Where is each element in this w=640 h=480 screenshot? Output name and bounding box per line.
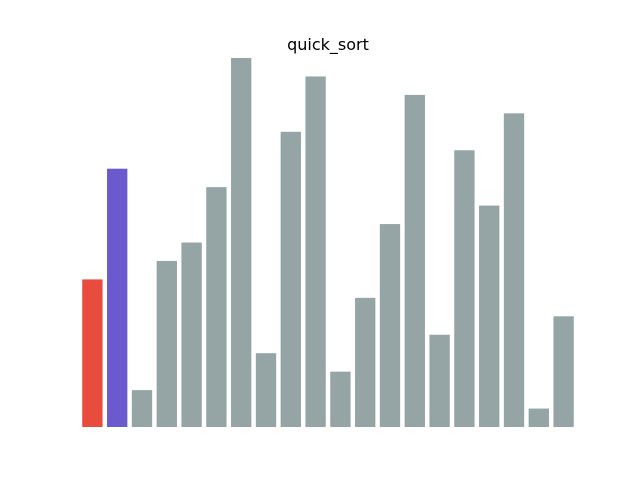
bar-13 [404,94,425,428]
bar-2 [131,390,153,427]
bar-11 [355,297,376,427]
bar-5 [206,187,227,427]
bar-19 [553,316,574,427]
bar-7 [255,353,277,427]
bar-10 [330,371,351,427]
chart-title: quick_sort [287,35,369,55]
bar-14 [429,334,450,427]
bar-18 [528,408,549,427]
bars-group [82,58,574,428]
bar-4 [181,242,202,427]
bar-3 [156,260,177,427]
bar-16 [479,205,500,427]
bar-9 [305,76,326,427]
bar-0 [82,279,103,427]
bar-15 [454,150,475,427]
bar-12 [379,224,401,427]
bar-6 [231,58,252,427]
bar-1 [107,168,128,427]
bar-17 [503,113,525,427]
bar-8 [280,131,301,428]
